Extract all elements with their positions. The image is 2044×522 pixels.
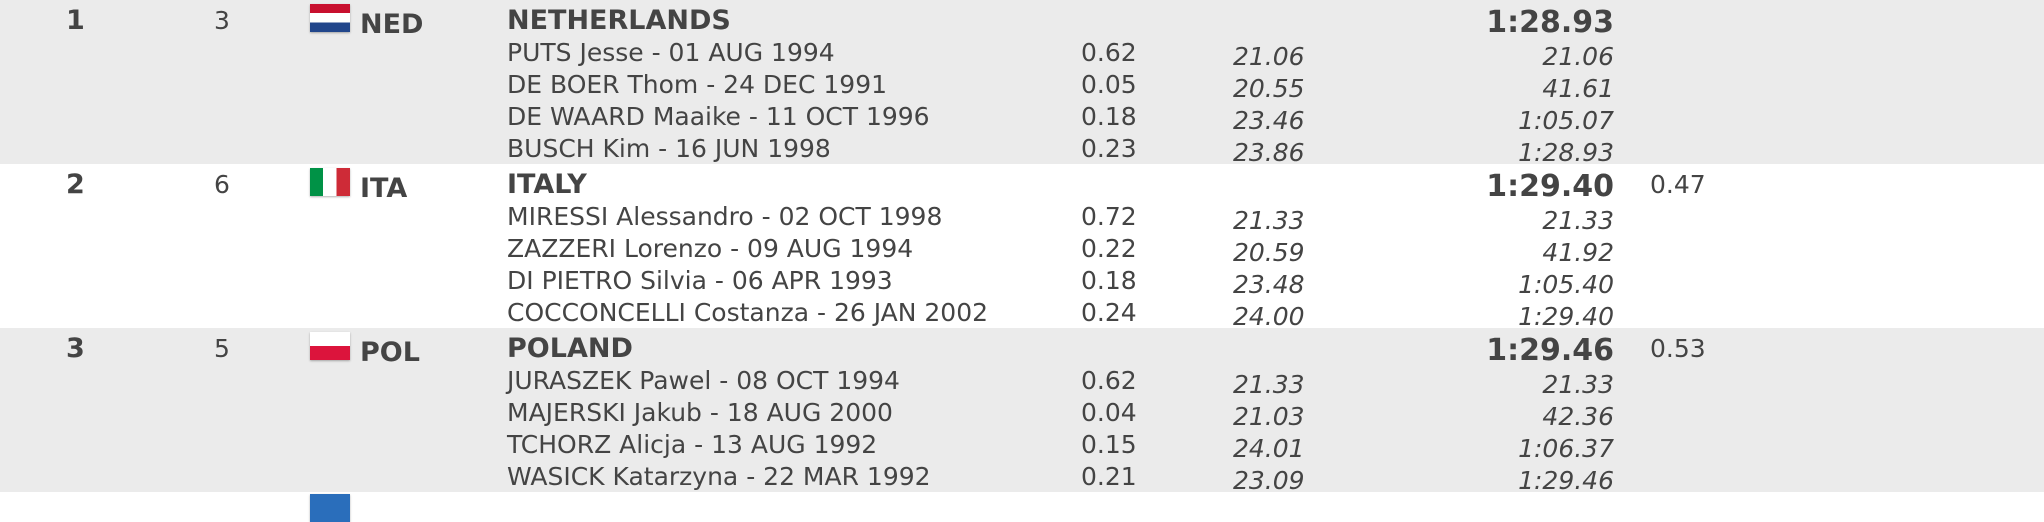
flag (310, 168, 350, 196)
swimmer-name: TCHORZ Alicja - 13 AUG 1992 (507, 430, 878, 459)
split-time: 21.33 (1233, 370, 1305, 399)
cumulative-time: 1:06.37 (1518, 434, 1614, 463)
split-time: 21.33 (1233, 206, 1305, 235)
reaction-time: 0.24 (1081, 298, 1137, 327)
team-time: 1:29.40 (1486, 169, 1614, 204)
team-name: NETHERLANDS (507, 5, 731, 36)
country-code: POL (360, 337, 420, 368)
time-behind: 0.47 (1650, 170, 1706, 199)
reaction-time: 0.05 (1081, 70, 1137, 99)
cumulative-time: 1:28.93 (1518, 138, 1614, 167)
cumulative-time: 1:29.40 (1518, 302, 1614, 331)
split-time: 23.09 (1233, 466, 1305, 495)
cumulative-time: 21.06 (1542, 42, 1614, 71)
split-time: 21.03 (1233, 402, 1305, 431)
split-time: 24.00 (1233, 302, 1305, 331)
lane: 5 (214, 334, 230, 363)
reaction-time: 0.15 (1081, 430, 1137, 459)
reaction-time: 0.04 (1081, 398, 1137, 427)
swimmer-name: ZAZZERI Lorenzo - 09 AUG 1994 (507, 234, 914, 263)
reaction-time: 0.62 (1081, 38, 1137, 67)
team-time: 1:29.46 (1486, 333, 1614, 368)
lane: 6 (214, 170, 230, 199)
reaction-time: 0.18 (1081, 266, 1137, 295)
swimmer-name: JURASZEK Pawel - 08 OCT 1994 (507, 366, 900, 395)
split-time: 23.46 (1233, 106, 1305, 135)
swimmer-name: MAJERSKI Jakub - 18 AUG 2000 (507, 398, 893, 427)
cumulative-time: 1:05.40 (1518, 270, 1614, 299)
team-name: ITALY (507, 169, 587, 200)
swimmer-name: BUSCH Kim - 16 JUN 1998 (507, 134, 831, 163)
team-row: 2 6 ITA ITALY 1:29.40 0.47 MIRESSI Alessandro … (0, 164, 2044, 331)
rank: 3 (66, 333, 85, 364)
swimmer-name: MIRESSI Alessandro - 02 OCT 1998 (507, 202, 943, 231)
country-code: ITA (360, 173, 408, 204)
team-time: 1:28.93 (1486, 5, 1614, 40)
split-time: 21.06 (1233, 42, 1305, 71)
swimmer-name: DE BOER Thom - 24 DEC 1991 (507, 70, 888, 99)
reaction-time: 0.18 (1081, 102, 1137, 131)
reaction-time: 0.72 (1081, 202, 1137, 231)
swimmer-name: COCCONCELLI Costanza - 26 JAN 2002 (507, 298, 989, 327)
split-time: 20.55 (1233, 74, 1305, 103)
swimmer-name: DI PIETRO Silvia - 06 APR 1993 (507, 266, 893, 295)
flag (310, 332, 350, 360)
team-row: 3 5 POL POLAND 1:29.46 0.53 JURASZEK Pawel - 0… (0, 328, 2044, 495)
swimmer-name: WASICK Katarzyna - 22 MAR 1992 (507, 462, 931, 491)
cumulative-time: 21.33 (1542, 370, 1614, 399)
reaction-time: 0.21 (1081, 462, 1137, 491)
split-time: 20.59 (1233, 238, 1305, 267)
split-time: 24.01 (1233, 434, 1305, 463)
swimmer-name: DE WAARD Maaike - 11 OCT 1996 (507, 102, 930, 131)
time-behind: 0.53 (1650, 334, 1706, 363)
reaction-time: 0.23 (1081, 134, 1137, 163)
country-code: NED (360, 9, 424, 40)
rank: 1 (66, 5, 85, 36)
lane: 3 (214, 6, 230, 35)
team-row: 1 3 NED NETHERLANDS 1:28.93 PUTS Jesse - 01 A… (0, 0, 2044, 167)
flag (310, 494, 350, 522)
reaction-time: 0.62 (1081, 366, 1137, 395)
split-time: 23.48 (1233, 270, 1305, 299)
cumulative-time: 41.61 (1542, 74, 1614, 103)
reaction-time: 0.22 (1081, 234, 1137, 263)
team-name: POLAND (507, 333, 633, 364)
cumulative-time: 41.92 (1542, 238, 1614, 267)
swimmer-name: PUTS Jesse - 01 AUG 1994 (507, 38, 835, 67)
split-time: 23.86 (1233, 138, 1305, 167)
cumulative-time: 1:05.07 (1518, 106, 1614, 135)
cumulative-time: 21.33 (1542, 206, 1614, 235)
flag (310, 4, 350, 32)
cumulative-time: 42.36 (1542, 402, 1614, 431)
rank: 2 (66, 169, 85, 200)
cumulative-time: 1:29.46 (1518, 466, 1614, 495)
